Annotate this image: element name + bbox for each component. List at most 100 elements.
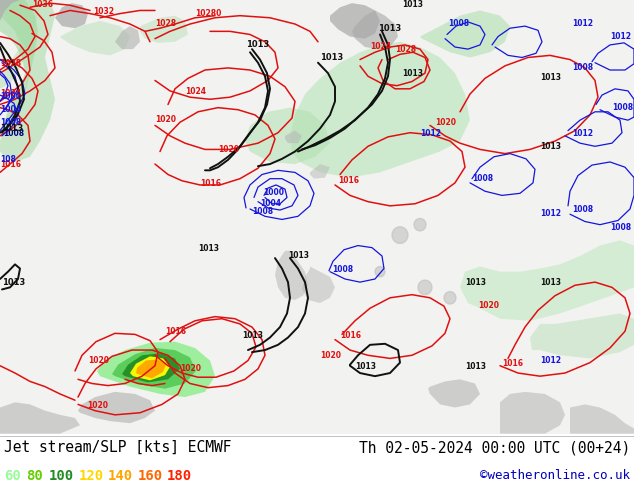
Text: 1013: 1013 [465, 362, 486, 371]
Text: 1020: 1020 [218, 145, 239, 153]
Polygon shape [0, 0, 20, 21]
Polygon shape [245, 108, 330, 164]
Text: 1008: 1008 [252, 207, 273, 216]
Text: 1016: 1016 [340, 331, 361, 340]
Polygon shape [290, 42, 470, 178]
Polygon shape [112, 348, 196, 389]
Polygon shape [352, 10, 398, 49]
Text: 1012: 1012 [540, 209, 561, 219]
Text: 1028: 1028 [155, 19, 176, 28]
Text: 140: 140 [108, 469, 133, 483]
Circle shape [414, 219, 426, 231]
Polygon shape [0, 402, 80, 434]
Text: 1012: 1012 [572, 129, 593, 138]
Text: 1016: 1016 [502, 359, 523, 368]
Text: 1013: 1013 [540, 74, 561, 82]
Text: 1013: 1013 [540, 278, 561, 287]
Text: 1012: 1012 [572, 19, 593, 28]
Text: 1013: 1013 [246, 40, 269, 49]
Text: 80: 80 [27, 469, 43, 483]
Text: 1024: 1024 [185, 87, 206, 96]
Polygon shape [78, 392, 155, 423]
Text: 180: 180 [167, 469, 192, 483]
Polygon shape [275, 251, 308, 300]
Text: 1000: 1000 [263, 188, 284, 197]
Text: 1020: 1020 [320, 351, 341, 361]
Polygon shape [0, 0, 38, 131]
Polygon shape [130, 356, 170, 380]
Polygon shape [428, 379, 480, 408]
Text: 1013: 1013 [465, 278, 486, 287]
Text: ©weatheronline.co.uk: ©weatheronline.co.uk [480, 469, 630, 483]
Text: 1016: 1016 [338, 176, 359, 185]
Text: 1013: 1013 [378, 24, 401, 33]
Text: 1008: 1008 [332, 265, 353, 274]
Text: 1013: 1013 [242, 331, 263, 340]
Text: 1013: 1013 [2, 278, 25, 287]
Polygon shape [0, 0, 55, 162]
Polygon shape [460, 240, 634, 321]
Text: 1013: 1013 [540, 143, 561, 151]
Polygon shape [330, 3, 380, 39]
Polygon shape [0, 0, 40, 89]
Text: 1028: 1028 [0, 59, 21, 68]
Polygon shape [570, 404, 634, 434]
Text: 1016: 1016 [165, 327, 186, 336]
Polygon shape [115, 26, 140, 49]
Text: 1024: 1024 [0, 89, 21, 98]
Text: 1008: 1008 [612, 103, 633, 112]
Circle shape [392, 227, 408, 244]
Text: 1012: 1012 [540, 356, 561, 365]
Text: 1013: 1013 [0, 123, 23, 133]
Text: 1008: 1008 [572, 63, 593, 72]
Text: 100: 100 [49, 469, 74, 483]
Text: 1008: 1008 [572, 205, 593, 214]
Text: 1013: 1013 [355, 362, 376, 371]
Text: 1013: 1013 [198, 244, 219, 253]
Text: 108: 108 [0, 155, 16, 164]
Circle shape [418, 280, 432, 294]
Text: 1032: 1032 [93, 6, 114, 16]
Polygon shape [500, 392, 565, 434]
Text: 1016: 1016 [0, 160, 21, 169]
Polygon shape [97, 342, 215, 397]
Text: 1008: 1008 [448, 19, 469, 28]
Text: 120: 120 [79, 469, 103, 483]
Text: 60: 60 [4, 469, 21, 483]
Text: 1008: 1008 [610, 223, 631, 232]
Text: 1036: 1036 [32, 0, 53, 9]
Text: 10280: 10280 [195, 9, 221, 18]
Text: 1000: 1000 [0, 92, 21, 101]
Text: 1020: 1020 [155, 115, 176, 124]
Text: 1013: 1013 [402, 69, 423, 78]
Text: 1012: 1012 [420, 129, 441, 138]
Text: 1020: 1020 [87, 400, 108, 410]
Text: 1008: 1008 [3, 129, 24, 138]
Polygon shape [55, 3, 88, 28]
Text: 1013: 1013 [320, 52, 343, 62]
Polygon shape [530, 314, 634, 358]
Text: 1013: 1013 [402, 0, 423, 9]
Text: 160: 160 [138, 469, 163, 483]
Text: 1020: 1020 [180, 364, 201, 373]
Text: 1016: 1016 [200, 179, 221, 188]
Polygon shape [136, 360, 166, 378]
Text: Th 02-05-2024 00:00 UTC (00+24): Th 02-05-2024 00:00 UTC (00+24) [359, 440, 630, 455]
Text: 1020: 1020 [435, 119, 456, 127]
Text: 1028: 1028 [395, 45, 416, 54]
Text: 1012: 1012 [610, 32, 631, 41]
Polygon shape [140, 16, 188, 43]
Text: 1004: 1004 [260, 199, 281, 208]
Text: 1008: 1008 [0, 119, 21, 127]
Text: 1008: 1008 [472, 174, 493, 183]
Polygon shape [60, 21, 130, 55]
Polygon shape [310, 164, 330, 179]
Text: 1020: 1020 [478, 301, 499, 310]
Circle shape [375, 267, 385, 277]
Polygon shape [285, 131, 302, 143]
Text: 1024: 1024 [370, 42, 391, 51]
Polygon shape [302, 267, 335, 303]
Text: 1020: 1020 [88, 356, 109, 365]
Polygon shape [420, 10, 510, 57]
Text: 1004: 1004 [0, 105, 21, 114]
